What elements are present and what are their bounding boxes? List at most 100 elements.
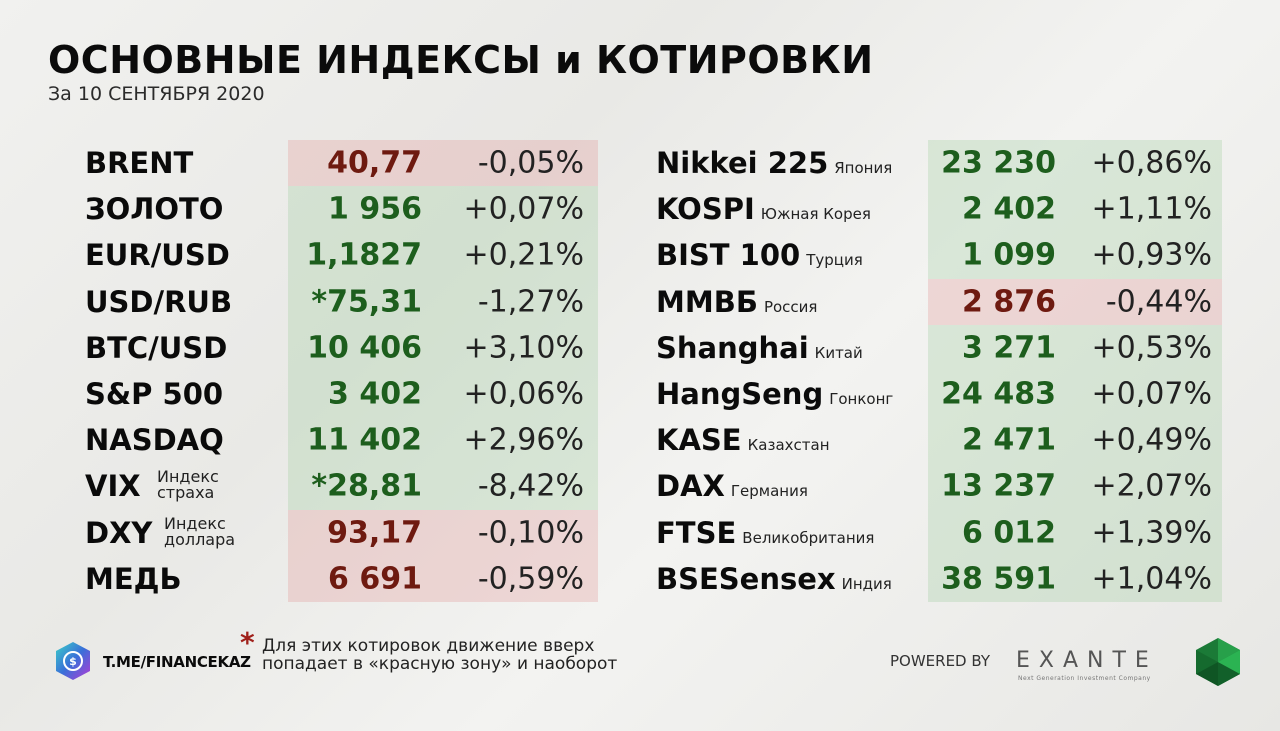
quote-value: 2 471: [962, 422, 1056, 458]
quote-change: +2,96%: [463, 422, 584, 458]
row-background-red: [928, 278, 1222, 325]
quote-name-group: FTSE Великобритания: [656, 516, 874, 550]
quote-name: EUR/USD: [85, 238, 230, 273]
note-asterisk: *: [240, 626, 255, 659]
quote-row: NASDAQ 11 402 +2,96%: [0, 417, 640, 463]
quote-subtitle-line2: страха: [157, 483, 215, 503]
quote-name-group: Shanghai Китай: [656, 331, 863, 365]
quote-name-group: BIST 100 Турция: [656, 238, 863, 272]
quote-row: ЗОЛОТО 1 956 +0,07%: [0, 186, 640, 232]
quote-name: BRENT: [85, 146, 194, 181]
quote-change: -0,44%: [1105, 284, 1212, 320]
quote-value: 24 483: [941, 376, 1056, 412]
quote-name-group: KASE Казахстан: [656, 423, 830, 457]
quote-value: *28,81: [311, 468, 422, 504]
quote-country: Германия: [730, 482, 808, 501]
quote-row: BSESensex Индия 38 591 +1,04%: [640, 556, 1280, 602]
quote-row: KASE Казахстан 2 471 +0,49%: [640, 417, 1280, 463]
quote-value: *75,31: [311, 284, 422, 320]
quote-name-group: BSESensex Индия: [656, 562, 892, 596]
quote-row: EUR/USD 1,1827 +0,21%: [0, 232, 640, 278]
quote-change: +1,39%: [1091, 515, 1212, 551]
quote-country: Великобритания: [742, 528, 875, 547]
quote-country: Южная Корея: [760, 205, 871, 224]
row-background-red: [288, 140, 598, 187]
quote-row: FTSE Великобритания 6 012 +1,39%: [640, 510, 1280, 556]
quote-row: KOSPI Южная Корея 2 402 +1,11%: [640, 186, 1280, 232]
row-background-green: [928, 324, 1222, 602]
quote-name: KASE: [656, 423, 742, 458]
quote-row: BRENT 40,77 -0,05%: [0, 140, 640, 186]
telegram-channel-link[interactable]: T.ME/FINANCEKAZ: [103, 653, 251, 671]
quote-subtitle-line1: Индекс: [164, 513, 226, 533]
quote-subtitle-line2: доллара: [164, 529, 236, 549]
quote-value: 1 099: [962, 237, 1056, 273]
quote-change: -0,10%: [477, 515, 584, 551]
quote-change: +2,07%: [1091, 468, 1212, 504]
quote-country: Япония: [834, 159, 893, 178]
quote-country: Казахстан: [747, 436, 830, 455]
page-title: ОСНОВНЫЕ ИНДЕКСЫ и КОТИРОВКИ: [48, 38, 874, 82]
quote-name: МЕДЬ: [85, 561, 182, 596]
quote-change: -0,59%: [477, 561, 584, 597]
quote-name: ЗОЛОТО: [85, 192, 224, 227]
quote-value: 1 956: [328, 191, 422, 227]
quote-value: 13 237: [941, 468, 1056, 504]
quote-country: Индия: [841, 574, 892, 593]
quote-change: +0,86%: [1091, 145, 1212, 181]
quote-change: +0,49%: [1091, 422, 1212, 458]
quote-value: 38 591: [941, 561, 1056, 597]
quote-name: VIX: [85, 469, 141, 504]
quote-name: Nikkei 225: [656, 146, 829, 181]
exante-tagline: Next Generation Investment Company: [1018, 675, 1151, 682]
quote-change: +0,07%: [463, 191, 584, 227]
exante-gem-icon: [1196, 638, 1240, 686]
quote-value: 3 402: [328, 376, 422, 412]
quote-name: BSESensex: [656, 561, 836, 596]
quote-name: FTSE: [656, 515, 737, 550]
quote-name: NASDAQ: [85, 423, 224, 458]
quote-value: 1,1827: [306, 237, 422, 273]
quote-row: S&P 500 3 402 +0,06%: [0, 371, 640, 417]
row-background-green: [928, 140, 1222, 279]
quote-value: 11 402: [307, 422, 422, 458]
quote-change: -0,05%: [477, 145, 584, 181]
row-background-green: [288, 186, 598, 510]
row-background-red: [288, 509, 598, 602]
quote-name-group: ММВБ Россия: [656, 285, 817, 319]
quote-row: HangSeng Гонконг 24 483 +0,07%: [640, 371, 1280, 417]
page-subtitle: За 10 СЕНТЯБРЯ 2020: [48, 83, 265, 105]
svg-text:$: $: [69, 655, 77, 668]
quote-row: ММВБ Россия 2 876 -0,44%: [640, 279, 1280, 325]
quote-name: DAX: [656, 469, 725, 504]
quote-name: S&P 500: [85, 377, 224, 412]
exante-logo-text[interactable]: EXANTE: [1016, 648, 1158, 673]
quote-change: -8,42%: [477, 468, 584, 504]
quote-row: BIST 100 Турция 1 099 +0,93%: [640, 232, 1280, 278]
quote-row: Nikkei 225 Япония 23 230 +0,86%: [640, 140, 1280, 186]
quote-row: Shanghai Китай 3 271 +0,53%: [640, 325, 1280, 371]
quote-country: Турция: [806, 251, 863, 270]
quote-change: +1,04%: [1091, 561, 1212, 597]
quote-value: 6 012: [962, 515, 1056, 551]
quote-change: +0,06%: [463, 376, 584, 412]
quote-name: BIST 100: [656, 238, 801, 273]
quote-change: +3,10%: [463, 330, 584, 366]
quote-subtitle: Индекс страха: [157, 469, 219, 501]
quote-value: 10 406: [307, 330, 422, 366]
quote-subtitle-line1: Индекс: [157, 467, 219, 487]
quote-change: +0,93%: [1091, 237, 1212, 273]
quote-name-group: Nikkei 225 Япония: [656, 146, 892, 180]
quote-row: МЕДЬ 6 691 -0,59%: [0, 556, 640, 602]
quote-row: USD/RUB *75,31 -1,27%: [0, 279, 640, 325]
powered-by-label: POWERED BY: [890, 652, 991, 670]
right-quotes-panel: Nikkei 225 Япония 23 230 +0,86% KOSPI Южная К…: [640, 140, 1280, 602]
quote-row: DAX Германия 13 237 +2,07%: [640, 463, 1280, 509]
quote-row: BTC/USD 10 406 +3,10%: [0, 325, 640, 371]
quote-value: 2 876: [962, 284, 1056, 320]
quote-name-group: DAX Германия: [656, 469, 808, 503]
quote-value: 40,77: [327, 145, 422, 181]
quote-name-group: KOSPI Южная Корея: [656, 192, 871, 226]
quote-row: VIX Индекс страха *28,81 -8,42%: [0, 463, 640, 509]
quote-country: Гонконг: [829, 390, 894, 409]
